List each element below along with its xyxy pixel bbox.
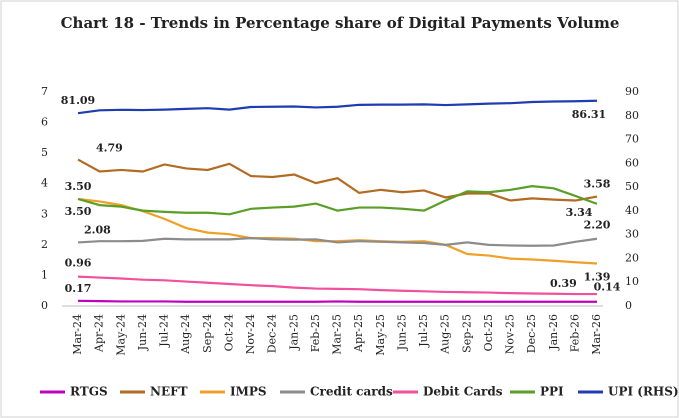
x-tick-label: Jun-24 [136, 314, 149, 351]
legend-label: UPI (RHS) [608, 385, 679, 399]
series-line [77, 299, 597, 303]
y-tick-label: 2 [41, 238, 48, 251]
data-label: 3.58 [584, 178, 611, 191]
x-tick-label: Dec-24 [266, 314, 279, 353]
y2-tick-label: 60 [625, 156, 639, 169]
x-tick-label: Jan-25 [287, 314, 300, 351]
data-label: 1.39 [584, 271, 611, 284]
data-label: 0.39 [550, 277, 577, 290]
data-label: 3.50 [65, 180, 92, 193]
x-tick-label: Aug-24 [179, 314, 192, 355]
data-label: 81.09 [61, 94, 95, 107]
y2-tick-label: 80 [625, 109, 639, 122]
legend-label: IMPS [230, 385, 267, 399]
data-label: 4.79 [96, 142, 123, 155]
legend-label: Credit cards [310, 385, 393, 399]
data-label: 3.50 [65, 205, 92, 218]
x-tick-label: Feb-25 [309, 314, 322, 352]
x-tick-label: Apr-24 [93, 314, 106, 353]
y2-tick-label: 40 [625, 204, 639, 217]
x-tick-label: Sep-24 [201, 314, 214, 353]
x-tick-label: Jul-25 [417, 314, 430, 348]
x-tick-label: May-25 [374, 314, 387, 356]
y2-tick-label: 0 [625, 299, 632, 312]
y2-tick-label: 10 [625, 275, 639, 288]
y-tick-label: 6 [41, 116, 48, 129]
chart-title: Chart 18 - Trends in Percentage share of… [61, 14, 620, 32]
series-line [77, 197, 598, 265]
x-tick-label: Aug-25 [439, 314, 452, 355]
x-tick-label: Sep-25 [460, 314, 473, 353]
x-tick-label: Dec-25 [525, 314, 538, 353]
y2-tick-label: 20 [625, 251, 639, 264]
x-tick-label: Apr-25 [352, 314, 365, 353]
data-label: 3.34 [566, 206, 593, 219]
x-tick-label: Jul-24 [158, 314, 171, 348]
data-label: 0.96 [65, 257, 92, 270]
x-tick-label: Mar-26 [590, 314, 603, 355]
x-tick-label: Oct-25 [482, 314, 495, 351]
y-tick-label: 7 [41, 85, 48, 98]
x-tick-label: Feb-26 [568, 314, 581, 352]
y-tick-label: 1 [41, 268, 48, 281]
data-label: 0.17 [65, 282, 92, 295]
legend-label: Debit Cards [423, 385, 503, 399]
data-label: 2.08 [84, 223, 111, 236]
x-tick-label: Mar-25 [331, 314, 344, 355]
y2-tick-label: 30 [625, 228, 639, 241]
x-tick-label: Oct-24 [222, 314, 235, 351]
data-label: 86.31 [572, 108, 606, 121]
y-tick-label: 4 [41, 177, 48, 190]
x-tick-label: Nov-25 [504, 314, 517, 354]
series-line [77, 275, 597, 296]
x-tick-label: Mar-24 [71, 314, 84, 355]
y2-tick-label: 70 [625, 133, 639, 146]
series-line [77, 237, 598, 247]
y-tick-label: 5 [41, 146, 48, 159]
legend-label: NEFT [150, 385, 188, 399]
x-tick-label: Jan-26 [547, 314, 560, 351]
y-tick-label: 0 [41, 299, 48, 312]
series-line [77, 99, 598, 115]
x-tick-label: May-24 [114, 314, 127, 356]
x-tick-label: Jun-25 [395, 314, 408, 351]
legend-label: PPI [540, 385, 564, 399]
data-label: 2.20 [584, 219, 611, 232]
legend-label: RTGS [70, 385, 108, 399]
series-line [77, 185, 598, 216]
y-tick-label: 3 [41, 207, 48, 220]
data-label: 0.14 [594, 281, 621, 294]
y2-tick-label: 90 [625, 85, 639, 98]
series-line [77, 158, 598, 202]
y2-tick-label: 50 [625, 180, 639, 193]
x-tick-label: Nov-24 [244, 314, 257, 354]
